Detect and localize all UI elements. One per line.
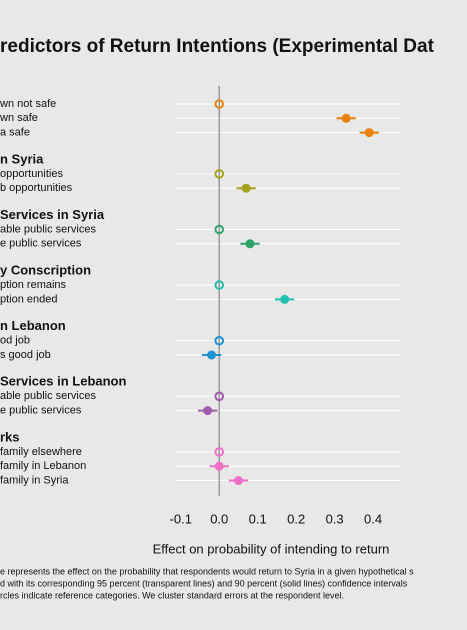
group-header: n Syria: [0, 151, 44, 166]
row-label: able public services: [0, 390, 96, 402]
footnote: rcles indicate reference categories. We …: [0, 590, 344, 600]
group-header: rks: [0, 429, 20, 444]
point: [280, 294, 290, 304]
row-label: ption ended: [0, 293, 58, 305]
group-header: Services in Lebanon: [0, 374, 126, 389]
x-tick-label: 0.4: [364, 511, 382, 526]
point: [214, 461, 224, 471]
group-header: n Lebanon: [0, 318, 66, 333]
reference-point: [214, 391, 225, 402]
x-tick-label: -0.1: [170, 511, 192, 526]
row-label: family in Lebanon: [0, 460, 86, 472]
x-tick-label: 0.2: [287, 511, 305, 526]
row-label: wn safe: [0, 112, 38, 124]
x-axis-label: Effect on probability of intending to re…: [153, 541, 390, 556]
reference-point: [214, 335, 225, 346]
reference-point: [214, 280, 225, 290]
point: [207, 350, 217, 360]
row-label: family in Syria: [0, 474, 69, 486]
reference-point: [214, 99, 225, 109]
footnote: e represents the effect on the probabili…: [0, 566, 414, 576]
row-label: ption remains: [0, 279, 67, 291]
row-label: e public services: [0, 238, 82, 250]
row-label: opportunities: [0, 168, 63, 180]
point: [233, 476, 243, 485]
x-tick-label: 0.1: [249, 511, 267, 526]
point: [364, 128, 374, 138]
point: [203, 406, 213, 416]
point: [341, 113, 351, 123]
group-header: y Conscription: [0, 263, 91, 278]
reference-point: [214, 224, 225, 235]
row-label: wn not safe: [0, 98, 56, 110]
row-label: family elsewhere: [0, 446, 82, 458]
row-label: a safe: [0, 127, 30, 139]
x-tick-label: 0.0: [210, 511, 228, 526]
row-label: able public services: [0, 223, 96, 235]
group-header: Services in Syria: [0, 207, 105, 222]
reference-point: [214, 447, 225, 457]
chart-title: redictors of Return Intentions (Experime…: [0, 36, 435, 57]
point: [245, 239, 255, 249]
x-tick-label: 0.3: [326, 511, 344, 526]
row-label: od job: [0, 335, 30, 347]
footnote: d with its corresponding 95 percent (tra…: [0, 578, 408, 588]
row-label: b opportunities: [0, 182, 73, 194]
row-label: e public services: [0, 405, 82, 417]
row-label: s good job: [0, 349, 51, 361]
point: [241, 183, 251, 193]
reference-point: [214, 169, 225, 179]
